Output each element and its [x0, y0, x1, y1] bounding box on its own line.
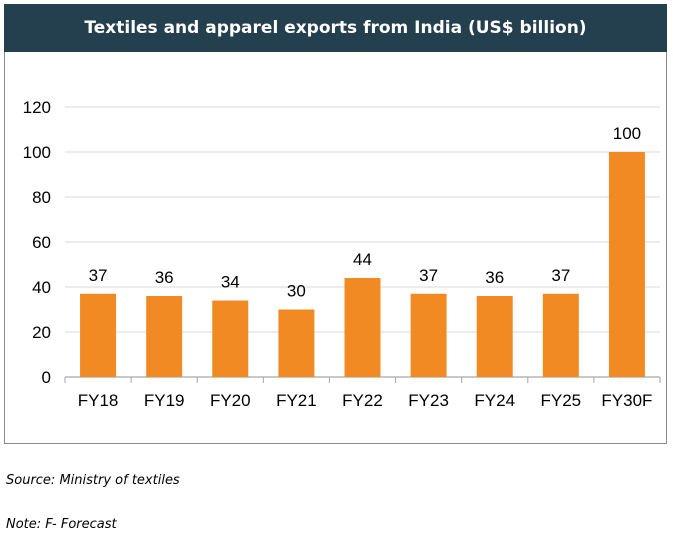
chart-frame [4, 52, 667, 444]
data-label: 44 [353, 250, 372, 269]
data-label: 37 [89, 266, 108, 285]
bar-fy22 [344, 278, 381, 377]
bar-fy20 [212, 300, 249, 377]
bar-chart: 0 20 40 60 80 100 120 37 36 34 30 44 37 36 37 100 FY18… [23, 98, 661, 410]
x-category-label: FY30F [601, 391, 652, 410]
data-label: 37 [551, 266, 570, 285]
bar-fy30f [608, 152, 645, 377]
x-category-label: FY25 [541, 391, 582, 410]
forecast-note: Note: F- Forecast [6, 517, 117, 532]
bar-fy18 [80, 293, 117, 377]
x-category-label: FY24 [474, 391, 515, 410]
data-label: 36 [485, 268, 504, 287]
bar-fy23 [410, 293, 447, 377]
data-label: 37 [419, 266, 438, 285]
data-label: 34 [221, 273, 240, 292]
source-note: Source: Ministry of textiles [6, 473, 180, 488]
y-tick-label: 80 [32, 188, 51, 207]
y-tick-label: 20 [32, 323, 51, 342]
data-label: 100 [613, 124, 641, 143]
x-category-label: FY19 [144, 391, 185, 410]
bar-fy21 [278, 309, 315, 377]
data-label: 36 [155, 268, 174, 287]
y-tick-label: 60 [32, 233, 51, 252]
x-category-label: FY18 [78, 391, 119, 410]
x-category-label: FY21 [276, 391, 317, 410]
data-label: 30 [287, 282, 306, 301]
y-tick-label: 120 [23, 98, 51, 117]
y-tick-label: 0 [42, 368, 51, 387]
bar-fy24 [476, 296, 513, 377]
bar-fy19 [146, 296, 183, 377]
bar-fy25 [542, 293, 579, 377]
x-category-label: FY23 [408, 391, 449, 410]
x-category-label: FY22 [342, 391, 383, 410]
x-category-label: FY20 [210, 391, 251, 410]
y-tick-label: 40 [32, 278, 51, 297]
chart-title: Textiles and apparel exports from India … [4, 4, 667, 52]
y-tick-label: 100 [23, 143, 51, 162]
